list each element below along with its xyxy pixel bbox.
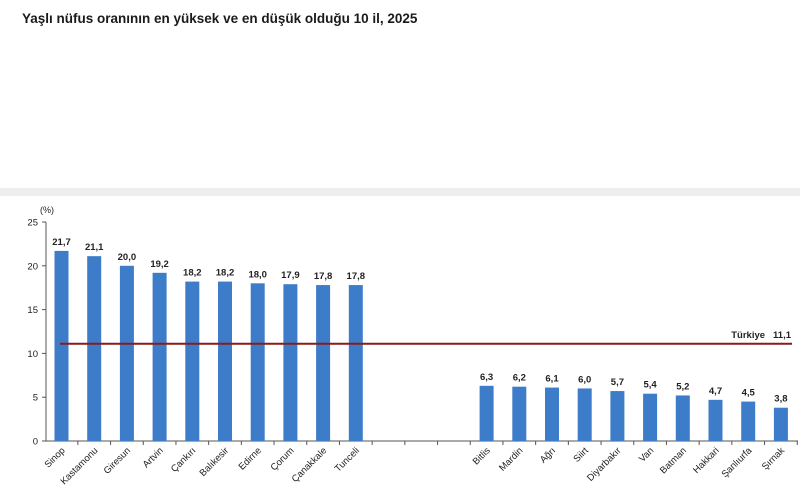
bar-value-label: 6,1: [545, 374, 559, 385]
bar-value-label: 21,7: [52, 237, 71, 248]
bar: [610, 391, 625, 441]
x-category-label: Bitlis: [471, 445, 493, 467]
bar: [675, 395, 690, 441]
bar: [512, 386, 527, 441]
x-category-label: Sinop: [43, 445, 68, 470]
y-tick-label: 15: [27, 305, 38, 316]
y-unit-label: (%): [40, 205, 54, 215]
bar-value-label: 5,7: [611, 377, 624, 388]
bar-value-label: 17,8: [314, 271, 333, 282]
bar: [185, 281, 200, 441]
bar-value-label: 3,8: [774, 394, 787, 405]
bar: [119, 265, 134, 441]
bar: [773, 407, 788, 441]
section-divider: [0, 188, 800, 196]
bar: [348, 285, 363, 441]
bar: [741, 401, 756, 441]
bar: [708, 399, 723, 441]
x-category-label: Şırnak: [760, 445, 787, 472]
bar-value-label: 5,2: [676, 381, 689, 392]
bar-value-label: 6,3: [480, 372, 493, 383]
x-category-label: Çanakkale: [290, 445, 330, 485]
bar: [577, 388, 592, 441]
bar-value-label: 19,2: [150, 259, 169, 270]
chart-title: Yaşlı nüfus oranının en yüksek ve en düş…: [22, 11, 418, 26]
x-category-label: Balıkesir: [198, 445, 232, 479]
x-category-label: Ağrı: [538, 445, 558, 465]
y-tick-label: 25: [27, 218, 38, 229]
x-category-label: Mardin: [497, 445, 525, 473]
bar-value-label: 17,8: [347, 271, 366, 282]
chart-axes: 0 5 10 15 20 25(%): [27, 205, 798, 448]
bar: [87, 256, 102, 441]
x-category-label: Siirt: [571, 445, 591, 465]
bar: [54, 250, 69, 441]
reference-line-group: Türkiye 11,1: [60, 330, 792, 345]
bar-value-label: 18,2: [183, 268, 202, 279]
x-category-label: Van: [637, 445, 656, 464]
bar: [545, 387, 559, 441]
x-category-label: Şanlıurfa: [720, 445, 755, 480]
bar-value-label: 21,1: [85, 242, 104, 253]
reference-line-value: 11,1: [773, 330, 792, 341]
x-category-label: Çorum: [269, 445, 297, 473]
bar-value-label: 18,0: [248, 269, 267, 280]
y-tick-label: 10: [27, 349, 38, 360]
bar: [250, 283, 265, 441]
x-category-label: Batman: [658, 445, 689, 476]
x-category-label: Giresun: [102, 445, 133, 476]
bar: [643, 393, 658, 441]
bar: [316, 285, 331, 441]
bar: [152, 272, 167, 441]
bar-value-label: 17,9: [281, 270, 300, 281]
bar: [218, 281, 232, 441]
x-category-label: Tunceli: [333, 445, 362, 474]
x-category-label: Çankırı: [169, 445, 198, 474]
y-tick-label: 0: [33, 437, 38, 448]
bar-value-label: 6,2: [513, 373, 526, 384]
bar-value-label: 20,0: [118, 252, 137, 263]
bar-value-label: 18,2: [216, 268, 235, 279]
x-category-label: Artvin: [141, 445, 166, 470]
x-category-label: Diyarbakır: [585, 445, 623, 483]
y-tick-label: 5: [33, 393, 38, 404]
x-category-label: Edirne: [237, 445, 264, 472]
bar-value-label: 4,5: [742, 388, 756, 399]
chart-bars: 21,7Sinop21,1Kastamonu20,0Giresun19,2Art…: [43, 237, 788, 487]
bar: [283, 284, 298, 441]
reference-line-label: Türkiye 11,1: [731, 330, 791, 341]
y-tick-label: 20: [27, 261, 38, 272]
bar-value-label: 5,4: [643, 380, 657, 391]
bar-value-label: 4,7: [709, 386, 722, 397]
reference-line-name: Türkiye: [731, 330, 765, 341]
x-category-label: Hakkari: [691, 445, 722, 476]
bar-value-label: 6,0: [578, 374, 591, 385]
bar: [479, 385, 494, 441]
